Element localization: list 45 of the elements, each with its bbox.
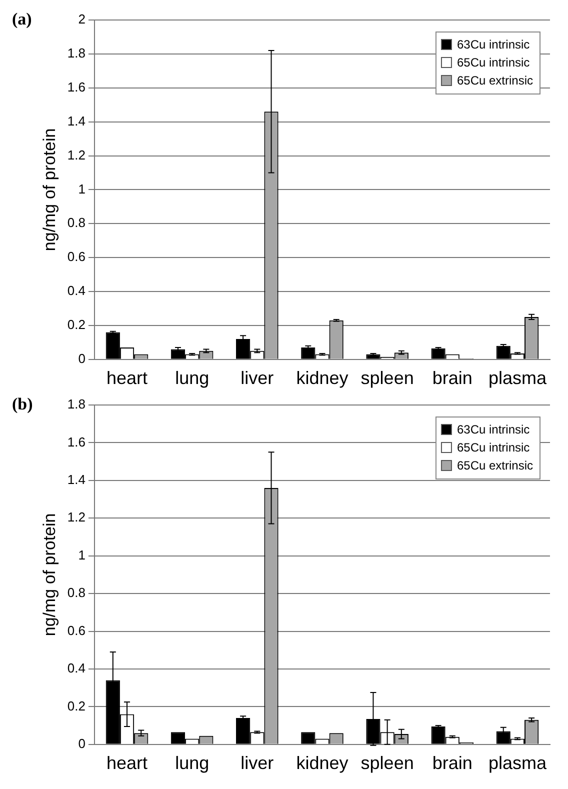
chart-title: (a): [12, 9, 32, 28]
x-tick-label: lung: [175, 753, 210, 774]
legend-label: 63Cu intrinsic: [456, 37, 530, 52]
y-tick-label: 0.8: [67, 585, 86, 600]
legend-label: 65Cu intrinsic: [456, 440, 530, 454]
y-tick-label: 0: [78, 736, 86, 751]
y-tick-label: 1.6: [67, 434, 86, 450]
legend-label: 65Cu extrinsic: [456, 73, 533, 88]
x-tick-label: liver: [240, 753, 274, 774]
y-axis-title: ng/mg of protein: [40, 513, 59, 636]
y-tick-label: 0.4: [67, 660, 86, 676]
x-tick-label: kidney: [296, 753, 348, 774]
x-tick-label: kidney: [296, 368, 348, 388]
x-tick-label: liver: [240, 368, 274, 388]
chart-title: (b): [12, 394, 33, 414]
y-tick-label: 0.6: [67, 622, 86, 638]
x-tick-label: spleen: [360, 368, 414, 388]
y-tick-label: 1: [78, 181, 86, 196]
y-tick-label: 1.8: [67, 46, 86, 61]
x-tick-label: brain: [432, 368, 472, 388]
y-tick-label: 1.4: [67, 113, 86, 128]
x-tick-label: lung: [175, 368, 210, 388]
y-tick-label: 0.6: [67, 249, 86, 264]
legend-label: 65Cu extrinsic: [456, 458, 533, 472]
y-tick-label: 0: [78, 350, 86, 366]
y-tick-label: 0.2: [67, 698, 86, 714]
y-tick-label: 1: [78, 547, 86, 562]
legend-label: 63Cu intrinsic: [456, 422, 530, 436]
y-tick-label: 1.4: [67, 472, 86, 487]
x-tick-label: plasma: [488, 368, 548, 388]
y-tick-label: 0.2: [67, 317, 86, 332]
legend-label: 65Cu intrinsic: [456, 55, 530, 70]
y-tick-label: 1.8: [67, 396, 86, 412]
y-tick-label: 0.8: [67, 215, 86, 230]
y-tick-label: 1.2: [67, 510, 86, 525]
x-tick-label: heart: [106, 753, 148, 774]
y-axis-title: ng/mg of protein: [40, 128, 59, 252]
y-tick-label: 2: [78, 12, 86, 27]
x-tick-label: brain: [432, 753, 472, 774]
x-tick-label: heart: [106, 368, 148, 388]
y-tick-label: 1.2: [67, 147, 86, 162]
y-tick-label: 1.6: [67, 79, 86, 94]
y-tick-label: 0.4: [67, 283, 86, 298]
x-tick-label: plasma: [488, 753, 548, 774]
x-tick-label: spleen: [360, 753, 414, 774]
